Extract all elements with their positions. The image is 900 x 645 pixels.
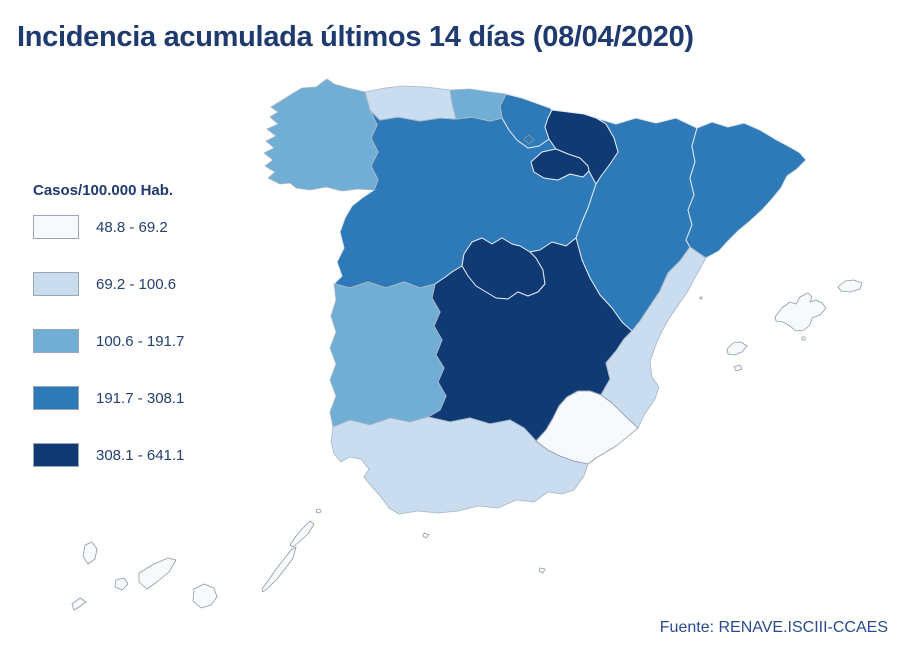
region-la-rioja [530, 148, 590, 181]
legend-label-class-1: 48.8 - 69.2 [96, 218, 168, 236]
legend-row: 191.7 - 308.1 [33, 386, 243, 410]
region-andalucia [330, 416, 589, 515]
region-galicia [263, 78, 379, 192]
island-gran-canaria [192, 583, 218, 609]
island-formentera [733, 364, 743, 372]
island-mallorca [774, 292, 827, 332]
legend-label-class-3: 100.6 - 191.7 [96, 332, 185, 350]
legend-swatch-class-1 [33, 215, 79, 239]
region-navarra [544, 109, 619, 185]
legend-label-class-2: 69.2 - 100.6 [96, 275, 177, 293]
legend-swatch-class-3 [33, 329, 79, 353]
trevino-enclave-outline [523, 134, 535, 145]
islet-la-graciosa [315, 508, 322, 514]
melilla-outline [538, 567, 546, 574]
page-title: Incidencia acumulada últimos 14 días (08… [17, 21, 694, 54]
legend-title: Casos/100.000 Hab. [33, 182, 174, 199]
island-la-palma [82, 541, 98, 565]
island-lanzarote [289, 520, 315, 548]
ceuta-outline [422, 532, 430, 539]
region-cantabria [449, 88, 507, 122]
region-murcia [535, 390, 639, 465]
legend-swatch-class-2 [33, 272, 79, 296]
legend-row: 69.2 - 100.6 [33, 272, 243, 296]
region-cataluna [685, 121, 807, 259]
island-menorca [837, 279, 863, 293]
island-la-gomera [114, 577, 129, 591]
legend-label-class-4: 191.7 - 308.1 [96, 389, 185, 407]
legend-swatch-class-4 [33, 386, 79, 410]
region-extremadura [329, 281, 447, 428]
island-ibiza [726, 341, 748, 356]
legend-row: 48.8 - 69.2 [33, 215, 243, 239]
legend-row: 308.1 - 641.1 [33, 443, 243, 467]
legend-swatch-class-5 [33, 443, 79, 467]
island-fuerteventura [261, 546, 297, 593]
region-asturias [364, 85, 457, 122]
island-tenerife [138, 557, 177, 590]
legend-row: 100.6 - 191.7 [33, 329, 243, 353]
islet-columbretes [699, 296, 703, 300]
islet-cabrera [801, 336, 806, 341]
source-attribution: Fuente: RENAVE.ISCIII-CCAES [659, 619, 888, 636]
legend-label-class-5: 308.1 - 641.1 [96, 446, 185, 464]
legend: Casos/100.000 Hab. 48.8 - 69.2 69.2 - 10… [33, 182, 243, 500]
island-el-hierro [71, 597, 87, 611]
